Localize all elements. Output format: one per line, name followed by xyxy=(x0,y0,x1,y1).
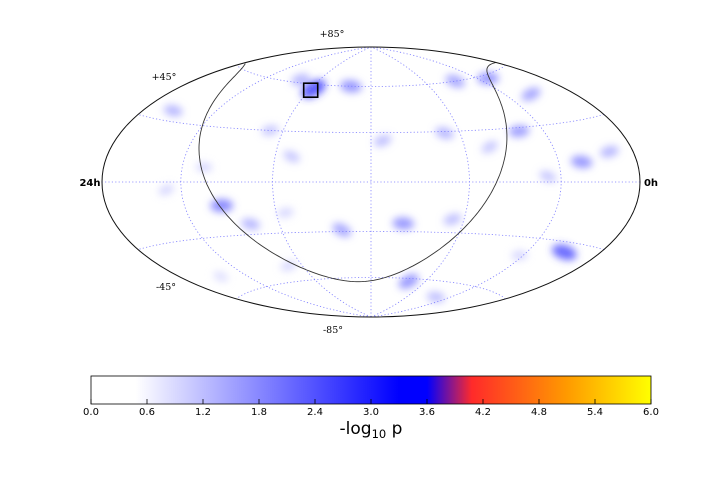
coordinate-grid xyxy=(102,47,640,317)
hotspot-26 xyxy=(398,274,419,289)
hotspot-19 xyxy=(241,218,260,230)
dec-gridline-60 xyxy=(236,64,506,87)
hotspot-13 xyxy=(481,140,498,154)
hotspot-6 xyxy=(163,105,183,117)
colorbar-tick-label-4: 2.4 xyxy=(307,407,323,418)
dec-label-lower: -45° xyxy=(156,282,176,293)
hotspot-15 xyxy=(600,145,619,158)
sky-map xyxy=(102,47,640,317)
dec-label-bottom: -85° xyxy=(323,325,343,336)
sky-map-outline xyxy=(101,46,641,318)
hotspot-9 xyxy=(195,162,213,172)
colorbar-tick-label-3: 1.8 xyxy=(251,407,267,418)
dec-label-top: +85° xyxy=(320,29,345,40)
dec-label-upper: +45° xyxy=(152,72,177,83)
hotspot-25 xyxy=(511,250,528,261)
hotspot-23 xyxy=(443,213,462,226)
ra-gridline-20h xyxy=(180,47,372,317)
hotspot-8 xyxy=(283,150,300,163)
hotspot-18 xyxy=(158,184,175,196)
colorbar-tick-label-2: 1.2 xyxy=(195,407,211,418)
ra-gridline-4h xyxy=(370,47,562,317)
colorbar-tick-label-7: 4.2 xyxy=(475,407,491,418)
ra-gridline-8h xyxy=(370,47,470,317)
hotspot-1 xyxy=(340,80,362,93)
dec-gridline--30 xyxy=(137,231,605,250)
hotspot-24 xyxy=(552,244,577,261)
hotspot-29 xyxy=(213,271,229,282)
colorbar-tick-label-6: 3.6 xyxy=(419,407,435,418)
ra-label-right: 0h xyxy=(644,178,658,189)
hotspot-20 xyxy=(277,207,294,218)
colorbar-tick-label-5: 3.0 xyxy=(363,407,379,418)
hotspot-27 xyxy=(426,291,446,303)
colorbar-ticks: 0.0 0.6 1.2 1.8 2.4 3.0 3.6 4.2 4.8 5.4 6.0 xyxy=(83,399,659,418)
hotspot-21 xyxy=(332,223,352,237)
source-marker-square xyxy=(302,82,319,98)
hotspot-16 xyxy=(539,170,557,183)
hotspot-4 xyxy=(477,72,499,85)
colorbar-tick-label-0: 0.0 xyxy=(83,407,99,418)
hotspot-17 xyxy=(210,199,234,213)
hotspot-12 xyxy=(508,125,530,138)
colorbar-tick-label-9: 5.4 xyxy=(587,407,603,418)
hotspot-14 xyxy=(570,155,593,169)
hotspot-5 xyxy=(521,87,541,101)
colorbar-tick-label-10: 6.0 xyxy=(643,407,659,418)
colorbar-tick-label-1: 0.6 xyxy=(139,407,155,418)
ra-gridline-16h xyxy=(272,47,372,317)
hotspot-10 xyxy=(373,134,392,147)
colorbar-label: -log10 p xyxy=(340,419,403,441)
colorbar-label-subscript: 10 xyxy=(372,427,387,441)
ra-label-left: 24h xyxy=(79,178,100,189)
hotspot-7 xyxy=(261,125,279,136)
colorbar-label-main: -log xyxy=(340,419,372,439)
colorbar-tick-label-8: 4.8 xyxy=(531,407,547,418)
hotspot-0 xyxy=(301,79,326,99)
colorbar-label-tail: p xyxy=(386,419,402,439)
hotspot-3 xyxy=(445,74,465,88)
hotspot-layer xyxy=(158,72,619,303)
hotspot-22 xyxy=(392,217,415,230)
hotspot-11 xyxy=(435,127,454,139)
galactic-plane-curve xyxy=(198,62,508,283)
